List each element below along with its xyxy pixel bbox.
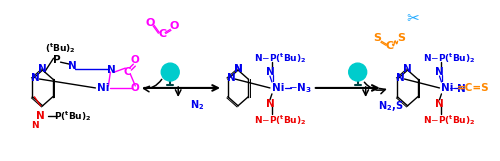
Text: N: N <box>435 67 444 77</box>
Text: N$-$P($\mathregular{^tBu}$)$\mathregular{_2}$: N$-$P($\mathregular{^tBu}$)$\mathregular… <box>423 51 476 65</box>
Text: ✂: ✂ <box>406 11 419 26</box>
Text: $-$N$\mathregular{_3}$: $-$N$\mathregular{_3}$ <box>288 81 312 95</box>
Text: =C=S: =C=S <box>457 83 490 93</box>
Text: N: N <box>107 65 116 75</box>
Circle shape <box>348 63 366 81</box>
Text: N: N <box>396 73 405 83</box>
Text: N: N <box>234 64 242 74</box>
Text: N: N <box>38 64 47 74</box>
Text: Ni: Ni <box>442 83 454 93</box>
Text: $-$N: $-$N <box>448 82 466 94</box>
Text: N: N <box>226 73 235 83</box>
Text: P: P <box>52 55 60 65</box>
Text: N: N <box>234 64 242 74</box>
Text: C: C <box>158 29 166 39</box>
Text: N$-$P($\mathregular{^tBu}$)$\mathregular{_2}$: N$-$P($\mathregular{^tBu}$)$\mathregular… <box>254 113 306 127</box>
Text: N$-$P($\mathregular{^tBu}$)$\mathregular{_2}$: N$-$P($\mathregular{^tBu}$)$\mathregular… <box>254 51 306 65</box>
Circle shape <box>161 63 179 81</box>
Text: N: N <box>36 111 44 121</box>
Text: O: O <box>146 18 155 28</box>
Text: P($\mathregular{^tBu}$)$\mathregular{_2}$: P($\mathregular{^tBu}$)$\mathregular{_2}… <box>54 109 91 123</box>
Text: N: N <box>31 121 38 130</box>
Text: N: N <box>266 99 274 109</box>
Text: N: N <box>435 99 444 109</box>
Text: O: O <box>170 21 179 31</box>
Text: O: O <box>131 55 140 65</box>
Text: N: N <box>31 73 40 83</box>
Text: C: C <box>124 67 131 77</box>
Text: N: N <box>266 67 274 77</box>
Text: Ni: Ni <box>97 83 110 93</box>
Text: N$\mathregular{_2}$: N$\mathregular{_2}$ <box>190 98 204 112</box>
Text: O: O <box>131 83 140 93</box>
Text: N: N <box>68 61 77 71</box>
Text: S: S <box>398 33 406 43</box>
Text: Ni: Ni <box>272 83 284 93</box>
Text: hν: hν <box>164 68 176 77</box>
Text: S: S <box>374 33 382 43</box>
Text: N: N <box>403 64 412 74</box>
Text: hν: hν <box>352 68 364 77</box>
Text: C: C <box>386 41 394 51</box>
Text: N$-$P($\mathregular{^tBu}$)$\mathregular{_2}$: N$-$P($\mathregular{^tBu}$)$\mathregular… <box>423 113 476 127</box>
Text: ($\mathregular{^tBu}$)$\mathregular{_2}$: ($\mathregular{^tBu}$)$\mathregular{_2}$ <box>45 41 76 55</box>
Text: N$\mathregular{_2}$,S: N$\mathregular{_2}$,S <box>378 99 403 113</box>
